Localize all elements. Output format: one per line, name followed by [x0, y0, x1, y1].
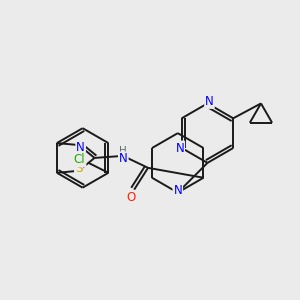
Text: N: N — [119, 152, 128, 165]
Text: Cl: Cl — [74, 153, 85, 167]
Text: N: N — [205, 95, 214, 108]
Text: N: N — [176, 142, 184, 154]
Text: S: S — [75, 162, 82, 175]
Text: O: O — [127, 191, 136, 204]
Text: N: N — [173, 184, 182, 197]
Text: N: N — [76, 140, 85, 154]
Text: H: H — [119, 146, 127, 156]
